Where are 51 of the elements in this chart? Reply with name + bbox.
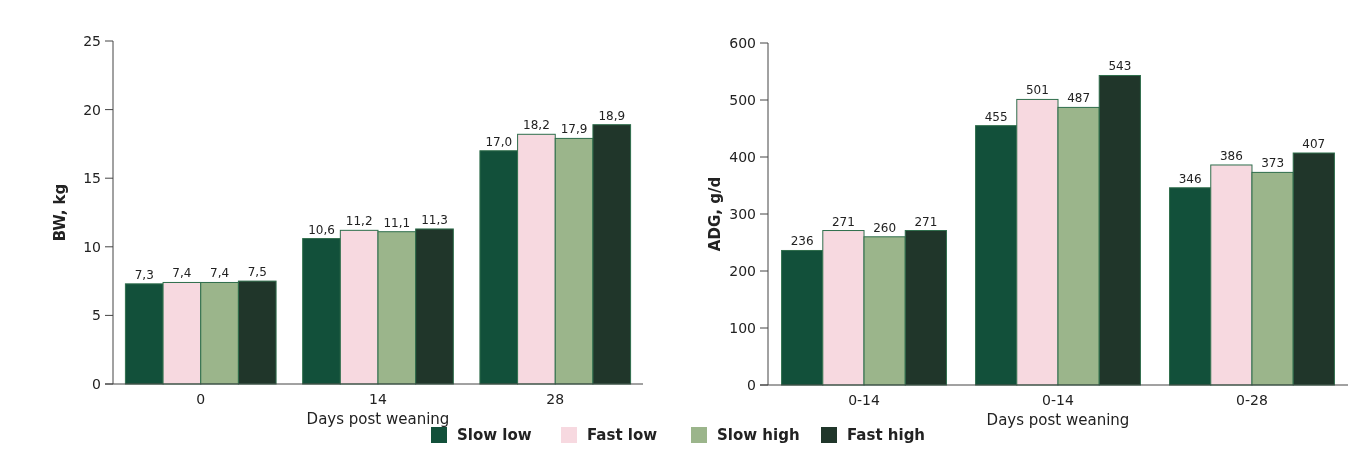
data-label: 7,5 xyxy=(247,265,267,280)
y-axis-title: ADG, g/d xyxy=(706,176,724,252)
data-label: 386 xyxy=(1219,148,1243,163)
data-label: 236 xyxy=(790,234,814,249)
x-tick-label: 0-28 xyxy=(1236,392,1268,408)
y-tick-label: 300 xyxy=(729,205,756,222)
data-label: 7,4 xyxy=(172,266,192,281)
data-label: 543 xyxy=(1108,59,1132,74)
data-label: 18,2 xyxy=(523,118,550,133)
y-tick-label: 0 xyxy=(92,375,101,392)
legend-label: Slow high xyxy=(717,426,800,445)
data-label: 346 xyxy=(1178,171,1202,186)
x-tick-label: 28 xyxy=(546,391,565,407)
x-tick-label: 0-14 xyxy=(848,392,880,408)
y-tick-label: 500 xyxy=(729,91,756,108)
data-label: 11,1 xyxy=(383,215,411,230)
x-tick-label: 14 xyxy=(369,391,387,407)
data-label: 260 xyxy=(873,220,897,235)
y-tick-label: 20 xyxy=(83,101,101,118)
y-tick-label: 100 xyxy=(729,319,756,336)
y-axis-title: BW, kg xyxy=(51,183,69,242)
data-label: 17,0 xyxy=(485,134,513,149)
data-label: 455 xyxy=(984,109,1008,124)
legend-label: Fast high xyxy=(847,426,926,445)
data-label: 18,9 xyxy=(598,108,626,123)
data-label: 11,3 xyxy=(421,212,448,227)
y-tick-label: 400 xyxy=(729,148,756,165)
y-tick-label: 200 xyxy=(729,262,756,279)
y-tick-label: 5 xyxy=(92,307,101,324)
data-label: 7,3 xyxy=(134,267,154,282)
data-label: 17,9 xyxy=(560,122,588,137)
data-label: 7,4 xyxy=(210,266,230,281)
data-label: 373 xyxy=(1261,156,1285,171)
data-label: 501 xyxy=(1025,83,1049,98)
data-label: 11,2 xyxy=(345,214,373,229)
x-axis-title: Days post weaning xyxy=(306,410,450,428)
data-label: 271 xyxy=(914,214,938,229)
data-label: 407 xyxy=(1302,137,1326,152)
x-tick-label: 0-14 xyxy=(1042,392,1074,408)
x-tick-label: 0 xyxy=(196,391,206,407)
y-tick-label: 600 xyxy=(729,34,756,51)
legend-label: Fast low xyxy=(587,426,658,445)
data-label: 10,6 xyxy=(308,222,335,237)
y-tick-label: 10 xyxy=(83,238,101,255)
y-tick-label: 15 xyxy=(83,170,101,187)
x-axis-title: Days post weaning xyxy=(986,411,1130,429)
y-tick-label: 0 xyxy=(747,376,756,393)
data-label: 271 xyxy=(831,214,855,229)
y-tick-label: 25 xyxy=(83,32,101,49)
legend-label: Slow low xyxy=(457,426,532,445)
data-label: 487 xyxy=(1067,91,1091,106)
